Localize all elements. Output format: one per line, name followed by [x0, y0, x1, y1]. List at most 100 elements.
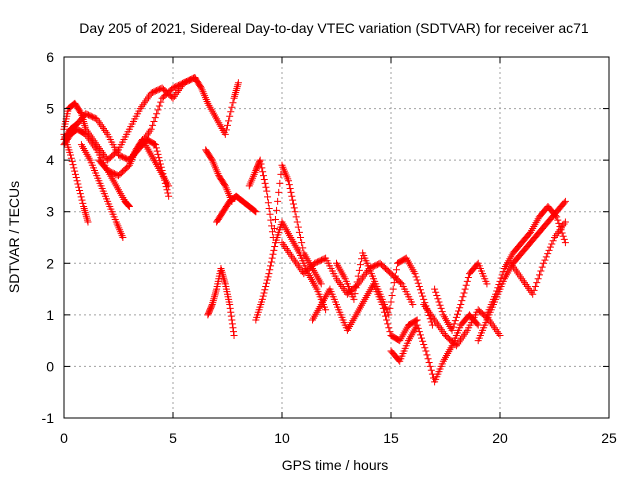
data-point	[265, 204, 273, 212]
y-tick-label: 5	[46, 101, 54, 117]
data-point	[435, 298, 443, 306]
data-point	[553, 213, 561, 221]
data-point	[276, 179, 284, 187]
data-point	[207, 155, 215, 163]
data-point	[555, 219, 563, 227]
data-point	[152, 144, 160, 152]
y-tick-label: 1	[46, 307, 54, 323]
data-point	[386, 304, 394, 312]
data-point	[497, 274, 505, 282]
data-point	[459, 293, 467, 301]
series-18	[431, 259, 491, 334]
data-point	[297, 234, 305, 241]
data-point	[413, 321, 421, 329]
data-point	[383, 316, 391, 324]
data-point	[413, 276, 421, 284]
data-point	[125, 203, 133, 211]
data-point	[461, 285, 469, 293]
x-tick-label: 15	[383, 430, 399, 446]
series-6	[95, 156, 133, 211]
data-point	[450, 320, 458, 328]
data-point	[431, 285, 439, 293]
data-point	[252, 208, 260, 216]
data-point	[147, 125, 155, 133]
data-point	[418, 289, 426, 297]
data-point	[554, 216, 562, 224]
data-point	[229, 328, 237, 336]
data-point	[451, 317, 459, 325]
data-point	[79, 199, 87, 207]
series-16	[387, 311, 482, 386]
data-point	[432, 288, 440, 296]
data-point	[415, 328, 423, 336]
data-point	[160, 173, 168, 181]
data-point	[352, 284, 360, 292]
data-point	[549, 237, 557, 245]
data-point	[191, 74, 199, 82]
data-point	[230, 331, 238, 339]
data-point	[560, 235, 568, 243]
data-point	[234, 79, 242, 87]
data-point	[545, 246, 553, 254]
data-point	[229, 324, 237, 332]
data-point	[76, 186, 84, 194]
data-point	[71, 170, 79, 178]
data-point	[452, 313, 460, 321]
data-point	[77, 108, 85, 116]
y-tick-label: 0	[46, 358, 54, 374]
data-point	[268, 254, 276, 262]
data-point	[273, 206, 281, 214]
y-tick-label: -1	[42, 410, 55, 426]
data-point	[72, 174, 80, 182]
series-7	[125, 136, 173, 200]
data-point	[119, 234, 127, 241]
data-point	[263, 187, 271, 195]
data-point	[224, 121, 231, 129]
data-point	[70, 164, 78, 172]
data-point	[76, 190, 84, 198]
data-point	[226, 301, 234, 309]
data-point	[533, 279, 541, 287]
data-point	[227, 108, 235, 116]
data-point	[229, 99, 237, 107]
data-point	[418, 334, 426, 342]
data-point	[259, 292, 267, 300]
data-point	[74, 180, 82, 188]
data-point	[258, 164, 266, 172]
data-point	[151, 114, 159, 122]
data-point	[353, 278, 361, 286]
x-tick-label: 5	[169, 430, 177, 446]
data-point	[290, 204, 298, 212]
data-point	[267, 216, 275, 224]
data-point	[197, 83, 205, 91]
x-tick-labels: 0 5 10 15 20 25	[60, 430, 617, 446]
data-point	[158, 166, 166, 174]
data-point	[228, 320, 236, 328]
data-point	[412, 317, 420, 325]
data-point	[392, 266, 400, 274]
data-point	[251, 207, 259, 215]
data-point	[84, 218, 92, 226]
data-point	[262, 282, 270, 290]
data-point	[164, 189, 172, 197]
data-point	[261, 179, 269, 187]
data-point	[455, 307, 463, 315]
series-11	[204, 264, 238, 339]
data-point	[161, 179, 169, 187]
data-point	[162, 183, 170, 191]
data-point	[351, 290, 359, 298]
y-tick-label: 3	[46, 204, 54, 220]
data-point	[298, 239, 306, 247]
data-point	[390, 279, 398, 287]
data-point	[270, 224, 278, 232]
data-point	[271, 215, 279, 223]
data-point	[226, 112, 234, 120]
data-point	[493, 287, 501, 295]
data-point	[257, 160, 265, 168]
data-point	[149, 121, 157, 129]
data-point	[228, 316, 236, 324]
data-point	[267, 262, 275, 270]
data-point	[419, 337, 427, 345]
data-point	[561, 197, 569, 205]
data-point	[221, 130, 229, 138]
